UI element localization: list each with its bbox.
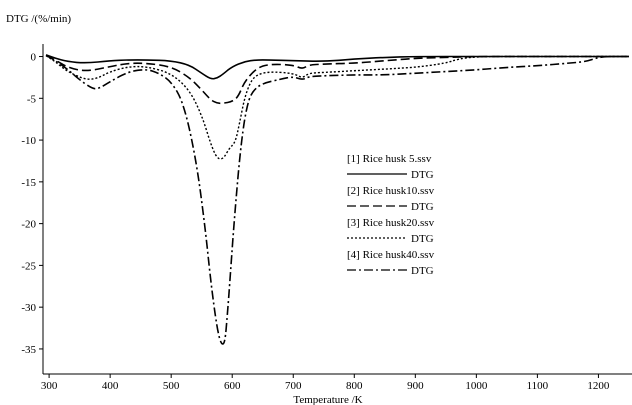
x-tick-label: 300	[41, 380, 58, 392]
legend-entry-name: [4] Rice husk40.ssv	[347, 249, 435, 261]
series-line-4	[45, 54, 629, 345]
y-tick-label: -10	[21, 135, 36, 147]
y-axis-label: DTG /(%/min)	[6, 13, 71, 25]
x-tick-label: 700	[285, 380, 302, 392]
y-tick-label: 0	[31, 52, 37, 64]
y-tick-label: -30	[21, 302, 36, 314]
x-tick-label: 1200	[587, 380, 610, 392]
legend-entry-dtg: DTG	[411, 201, 434, 213]
x-tick-label: 900	[407, 380, 424, 392]
legend-entry-dtg: DTG	[411, 233, 434, 245]
x-tick-label: 500	[163, 380, 180, 392]
series-curves	[45, 54, 629, 345]
x-tick-label: 400	[102, 380, 119, 392]
x-tick-label: 600	[224, 380, 241, 392]
legend-entry-dtg: DTG	[411, 169, 434, 181]
y-ticks: 0 -5 -10 -15 -20 -25 -30 -35	[21, 52, 43, 356]
legend-entry-name: [1] Rice husk 5.ssv	[347, 153, 432, 165]
series-line-1	[45, 54, 629, 80]
y-tick-label: -15	[21, 177, 36, 189]
series-line-3	[45, 55, 629, 160]
x-axis-label: Temperature /K	[293, 394, 362, 405]
legend-entry-name: [2] Rice husk10.ssv	[347, 185, 435, 197]
y-tick-label: -25	[21, 260, 36, 272]
legend: [1] Rice husk 5.ssv DTG [2] Rice husk10.ss…	[347, 153, 435, 277]
y-tick-label: -20	[21, 219, 36, 231]
x-ticks: 300 400 500 600 700 800 900 1000 1100 1200	[41, 374, 610, 392]
series-line-2	[45, 54, 629, 105]
y-tick-label: -35	[21, 344, 36, 356]
y-tick-label: -5	[27, 93, 37, 105]
x-tick-label: 1100	[527, 380, 549, 392]
legend-entry-name: [3] Rice husk20.ssv	[347, 217, 435, 229]
x-tick-label: 800	[346, 380, 363, 392]
legend-entry-dtg: DTG	[411, 265, 434, 277]
axes	[42, 44, 632, 375]
x-tick-label: 1000	[465, 380, 488, 392]
